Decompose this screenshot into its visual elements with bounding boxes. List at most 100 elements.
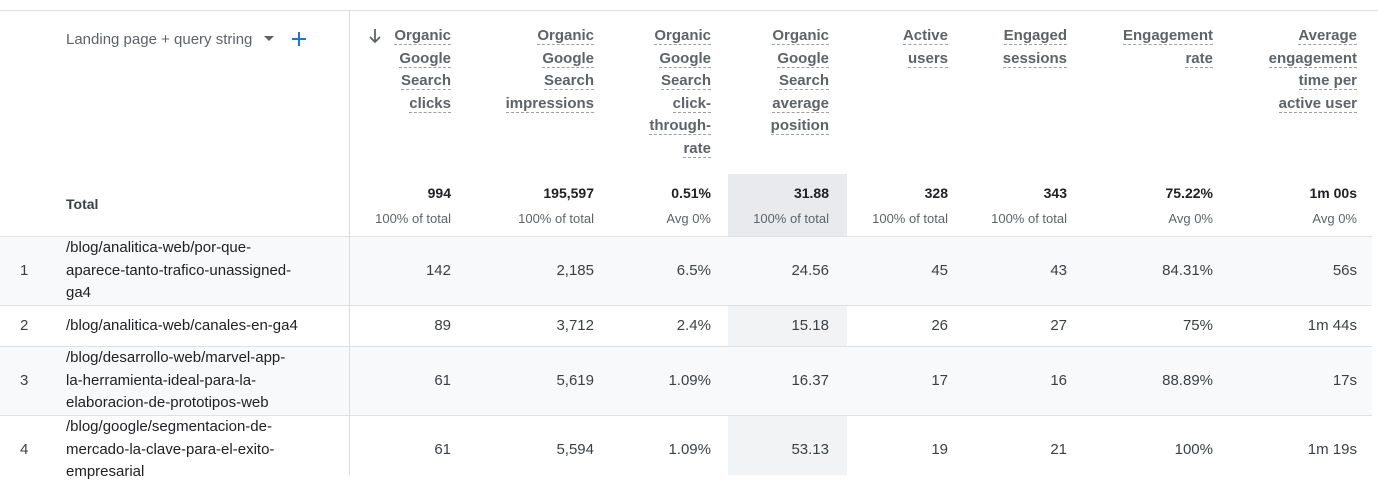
metric-cell: 61 <box>434 372 451 389</box>
metric-header-text[interactable]: Active <box>902 27 948 45</box>
metric-header[interactable]: Organic Google Search impressions <box>454 25 594 115</box>
metric-cell: 1.09% <box>668 372 711 389</box>
metric-header-text[interactable]: Search <box>660 72 711 90</box>
metric-header[interactable]: Organic Google Search average position <box>689 25 829 138</box>
metric-header-text[interactable]: position <box>770 117 829 135</box>
metric-header-text[interactable]: Search <box>543 72 594 90</box>
metric-cell: 75% <box>1182 317 1213 334</box>
total-value: 994 <box>427 185 451 201</box>
metric-header-text[interactable]: Search <box>400 72 451 90</box>
metric-header-text[interactable]: time per <box>1298 72 1357 90</box>
metric-cell: 5,594 <box>556 441 594 458</box>
metric-header[interactable]: Engaged sessions <box>927 25 1067 70</box>
metric-header[interactable]: Organic Google Search clicks <box>311 25 451 115</box>
row-divider <box>0 415 1372 416</box>
metric-cell: 43 <box>1050 262 1067 279</box>
dimension-selector[interactable]: Landing page + query string <box>66 28 310 50</box>
landing-page-line[interactable]: ga4 <box>66 284 92 302</box>
table-row[interactable] <box>0 347 1372 415</box>
total-value: 31.88 <box>793 185 829 201</box>
metric-cell: 16.37 <box>791 372 829 389</box>
metric-header-text[interactable]: Google <box>777 49 829 68</box>
metric-cell: 17 <box>931 372 948 389</box>
sort-descending-icon[interactable] <box>368 28 382 44</box>
metric-header-text[interactable]: Google <box>659 49 711 68</box>
metric-header-text[interactable]: clicks <box>409 94 451 113</box>
metric-cell: 19 <box>931 441 948 458</box>
row-divider <box>0 305 1372 306</box>
metric-header-text[interactable]: rate <box>1185 49 1213 68</box>
metric-header-text[interactable]: Organic <box>772 27 829 45</box>
landing-page-link[interactable]: /blog/analitica-web/por-que-aparece-tant… <box>66 237 331 305</box>
landing-page-link[interactable]: /blog/desarrollo-web/marvel-app-la-herra… <box>66 347 331 415</box>
metric-cell: 26 <box>931 317 948 334</box>
row-index: 3 <box>20 372 29 389</box>
metric-header-text[interactable]: Google <box>542 49 594 68</box>
landing-page-line[interactable]: aparece-tanto-trafico-unassigned- <box>66 261 292 279</box>
metric-cell: 84.31% <box>1162 262 1213 279</box>
metric-cell: 88.89% <box>1162 372 1213 389</box>
total-value: 343 <box>1043 185 1067 201</box>
add-dimension-icon[interactable] <box>288 28 310 50</box>
total-value: 328 <box>924 185 948 201</box>
landing-page-line[interactable]: /blog/analitica-web/canales-en-ga4 <box>66 316 298 334</box>
metric-cell: 56s <box>1332 262 1357 279</box>
metric-header-text[interactable]: Organic <box>394 27 451 45</box>
row-divider <box>0 236 1372 237</box>
row-index: 1 <box>20 262 29 279</box>
landing-page-link[interactable]: /blog/analitica-web/canales-en-ga4 <box>66 315 331 338</box>
row-divider <box>0 346 1372 347</box>
metric-header-text[interactable]: sessions <box>1002 49 1067 68</box>
dimension-label[interactable]: Landing page + query string <box>66 30 253 48</box>
total-subtext: Avg 0% <box>1168 211 1213 226</box>
total-subtext: 100% of total <box>518 211 594 226</box>
landing-page-line[interactable]: empresarial <box>66 463 145 481</box>
metric-header[interactable]: Average engagement time per active user <box>1217 25 1357 115</box>
metric-cell: 2.4% <box>676 317 711 334</box>
metric-cell: 17s <box>1332 372 1357 389</box>
metric-header-text[interactable]: Average <box>1298 27 1357 45</box>
metric-header-text[interactable]: through- <box>649 117 711 135</box>
landing-page-line[interactable]: /blog/analitica-web/por-que- <box>66 239 252 257</box>
metric-header-text[interactable]: users <box>907 49 948 68</box>
metric-header-text[interactable]: Organic <box>537 27 594 45</box>
metric-header-text[interactable]: average <box>772 94 829 113</box>
metric-header-text[interactable]: rate <box>683 139 711 158</box>
total-subtext: 100% of total <box>375 211 451 226</box>
table-row[interactable] <box>0 237 1372 305</box>
dropdown-arrow-icon[interactable] <box>258 28 280 50</box>
landing-page-line[interactable]: elaboracion-de-prototipos-web <box>66 394 269 412</box>
metric-cell: 142 <box>425 262 451 279</box>
total-label: Total <box>66 196 99 212</box>
landing-page-line[interactable]: mercado-la-clave-para-el-exito- <box>66 440 275 458</box>
total-subtext: Avg 0% <box>1312 211 1357 226</box>
landing-page-link[interactable]: /blog/google/segmentacion-de-mercado-la-… <box>66 416 331 484</box>
metric-header[interactable]: Engagement rate <box>1073 25 1213 70</box>
total-value: 75.22% <box>1165 185 1213 201</box>
metric-cell: 3,712 <box>556 317 594 334</box>
sorted-column-highlight <box>728 174 847 237</box>
landing-page-line[interactable]: /blog/desarrollo-web/marvel-app- <box>66 349 286 367</box>
metric-header-text[interactable]: Organic <box>654 27 711 45</box>
landing-page-line[interactable]: la-herramienta-ideal-para-la- <box>66 371 257 389</box>
metric-header-text[interactable]: Search <box>778 72 829 90</box>
metric-header[interactable]: Active users <box>808 25 948 70</box>
metric-header-text[interactable]: Engagement <box>1122 27 1213 45</box>
metric-cell: 6.5% <box>676 262 711 279</box>
metric-cell: 15.18 <box>791 317 829 334</box>
total-subtext: 100% of total <box>753 211 829 226</box>
metric-header-text[interactable]: click- <box>672 94 711 113</box>
total-subtext: 100% of total <box>991 211 1067 226</box>
metric-header-text[interactable]: Google <box>399 49 451 68</box>
metric-header[interactable]: Organic Google Search click-through-rate <box>571 25 711 160</box>
metric-header-text[interactable]: active user <box>1278 94 1357 113</box>
metric-header-text[interactable]: impressions <box>505 94 594 113</box>
metric-header-text[interactable]: engagement <box>1268 49 1357 68</box>
total-value: 1m 00s <box>1309 185 1357 201</box>
total-subtext: 100% of total <box>872 211 948 226</box>
metric-header-text[interactable]: Engaged <box>1003 27 1067 45</box>
table-top-border <box>0 10 1378 11</box>
landing-page-line[interactable]: /blog/google/segmentacion-de- <box>66 418 272 436</box>
metric-cell: 45 <box>931 262 948 279</box>
metric-cell: 1.09% <box>668 441 711 458</box>
